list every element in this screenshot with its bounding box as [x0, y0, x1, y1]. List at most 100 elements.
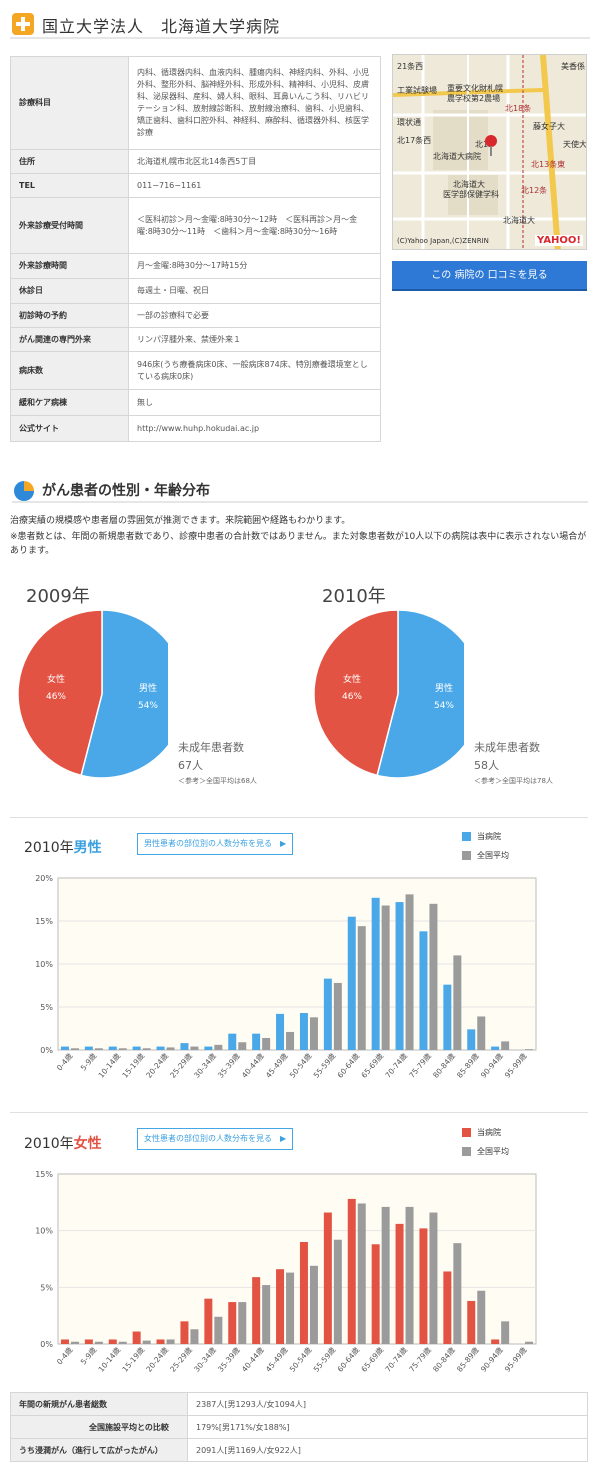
bar-national: [166, 1339, 175, 1344]
bar-hospital: [156, 1046, 165, 1050]
bar-hospital: [132, 1331, 141, 1344]
bar-hospital: [228, 1302, 237, 1344]
x-tick-label: 55-59歳: [311, 1050, 338, 1079]
minor-patients-label: 未成年患者数: [178, 741, 244, 754]
x-tick-label: 75-79歳: [406, 1344, 433, 1373]
official-site-link[interactable]: http://www.huhp.hokudai.ac.jp: [128, 415, 381, 442]
x-tick-label: 70-74歳: [383, 1344, 410, 1373]
pie-label-male: 男性: [435, 682, 453, 694]
pie-year: 2009年: [26, 586, 90, 607]
specialty-clinic-link[interactable]: リンパ浮腫外来、禁煙外来１: [128, 327, 381, 352]
x-tick-label: 25-29歳: [167, 1344, 194, 1373]
pie-label-female: 女性: [47, 673, 65, 685]
bar-national: [70, 1048, 79, 1050]
plot-area: [57, 1173, 537, 1345]
info-row: がん関連の専門外来 リンパ浮腫外来、禁煙外来１: [10, 327, 381, 352]
map-label: 北海道大病院: [433, 152, 481, 161]
bar-hospital: [180, 1043, 189, 1050]
hospital-map[interactable]: 21条西 工業試験場 重要文化財札幌 農学校第2農場 北18条 藤女子大 北17…: [392, 54, 587, 250]
info-value: 内科、循環器内科、血液内科、腫瘍内科、神経内科、外科、小児外科、整形外科、脳神経…: [128, 56, 381, 150]
bar-hospital: [60, 1046, 69, 1050]
bar-national: [262, 1285, 271, 1344]
reviews-button[interactable]: この 病院の 口コミを見る: [392, 261, 587, 291]
bar-national: [477, 1290, 486, 1344]
section-description: 治療実績の規模感や患者層の雰囲気が推測できます。来院範囲や経路もわかります。: [10, 516, 351, 526]
y-tick-label: 10%: [35, 960, 53, 969]
info-row: 住所 北海道札幌市北区北14条西5丁目: [10, 149, 381, 174]
x-tick-label: 85-89歳: [454, 1050, 481, 1079]
summary-table: 年間の新規がん患者総数 2387人[男1293人/女1094人] 全国施設平均との…: [10, 1392, 588, 1462]
info-value: 毎週土・日曜、祝日: [128, 278, 381, 304]
map-label: 農学校第2農場: [447, 94, 501, 103]
pie-pct-female: 46%: [46, 692, 66, 702]
info-value: 946床(うち療養病床0床、一般病床874床、特別療養環境室としている病床0床): [128, 351, 381, 390]
bar-national: [286, 1031, 295, 1050]
legend-swatch: [462, 831, 471, 841]
legend-swatch: [462, 1146, 471, 1156]
x-tick-label: 90-94歳: [478, 1344, 505, 1373]
map-label: 北18条: [505, 104, 532, 113]
bar-national: [286, 1272, 295, 1344]
info-value: 北海道札幌市北区北14条西5丁目: [128, 149, 381, 174]
y-tick-label: 15%: [35, 917, 53, 926]
legend-item: 全国平均: [462, 848, 509, 862]
pie-pct-female: 46%: [342, 692, 362, 702]
hospital-pin-icon[interactable]: [485, 135, 497, 156]
bar-national: [190, 1329, 199, 1344]
info-row: 緩和ケア病棟 無し: [10, 389, 381, 416]
pie-slice-female: [18, 610, 103, 777]
bar-national: [333, 982, 342, 1050]
info-label: 外来診療時間: [10, 253, 129, 279]
y-tick-label: 15%: [35, 1170, 53, 1179]
bar-national: [94, 1048, 103, 1050]
bar-hospital: [443, 1271, 452, 1344]
info-row: 外来診療時間 月〜金曜:8時30分〜17時15分: [10, 253, 381, 279]
bar-hospital: [180, 1321, 189, 1344]
info-value: 011−716−1161: [128, 173, 381, 198]
info-row: 休診日 毎週土・日曜、祝日: [10, 278, 381, 304]
bar-hospital: [443, 984, 452, 1050]
legend-item: 当病院: [462, 1125, 509, 1139]
legend-label: 全国平均: [477, 850, 509, 860]
bar-national: [238, 1042, 247, 1050]
bar-hospital: [299, 1013, 308, 1050]
minor-patients-count: 58人: [474, 759, 499, 772]
pie-chart-icon: [14, 481, 34, 501]
x-tick-label: 85-89歳: [454, 1344, 481, 1373]
x-tick-label: 10-14歳: [96, 1344, 123, 1373]
summary-row: うち浸潤がん（進行して広がったがん） 2091人[男1169人/女922人]: [10, 1438, 588, 1462]
x-tick-label: 10-14歳: [96, 1050, 123, 1079]
x-tick-label: 80-84歳: [430, 1344, 457, 1373]
bar-national: [70, 1341, 79, 1344]
info-label: 外来診療受付時間: [10, 197, 129, 254]
x-tick-label: 95-99歳: [502, 1050, 529, 1079]
bar-national: [118, 1048, 127, 1050]
bar-national: [309, 1017, 318, 1050]
legend-swatch: [462, 1127, 471, 1137]
bar-national: [214, 1316, 223, 1344]
bar-hospital: [108, 1046, 117, 1050]
bar-hospital: [371, 1244, 380, 1344]
bar-national: [142, 1048, 151, 1050]
bar-national: [525, 1049, 534, 1050]
x-tick-label: 60-64歳: [335, 1344, 362, 1373]
bar-hospital: [60, 1339, 69, 1344]
x-tick-label: 20-24歳: [144, 1050, 171, 1079]
female-site-distribution-link[interactable]: 女性患者の部位別の人数分布を見る ▶: [137, 1128, 294, 1150]
info-label: TEL: [10, 173, 129, 198]
female-chart-legend: 当病院 全国平均: [462, 1125, 509, 1163]
chart-year: 2010年: [24, 840, 74, 856]
map-label: 美香係: [561, 62, 585, 71]
info-label: がん関連の専門外来: [10, 327, 129, 352]
bar-hospital: [395, 902, 404, 1050]
male-site-distribution-link[interactable]: 男性患者の部位別の人数分布を見る ▶: [137, 833, 294, 855]
bar-hospital: [371, 897, 380, 1050]
x-tick-label: 20-24歳: [144, 1344, 171, 1373]
bar-national: [214, 1044, 223, 1050]
bar-hospital: [84, 1339, 93, 1344]
info-row: TEL 011−716−1161: [10, 173, 381, 198]
bar-national: [453, 1243, 462, 1344]
yahoo-logo: YAHOO!: [535, 235, 583, 246]
map-copyright: (C)Yahoo Japan,(C)ZENRIN: [397, 237, 489, 245]
bar-national: [166, 1047, 175, 1050]
